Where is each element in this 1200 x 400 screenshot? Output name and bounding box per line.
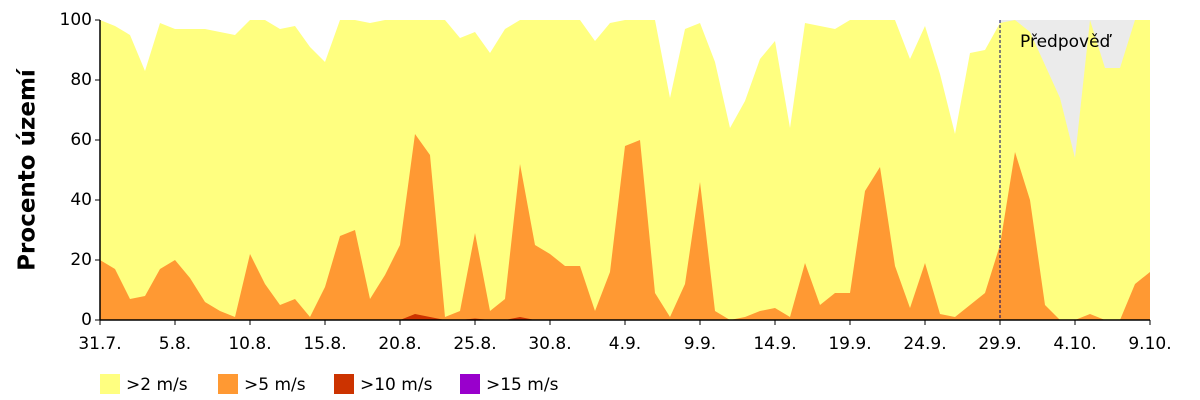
y-tick-label: 20: [70, 250, 92, 270]
legend-label: >15 m/s: [486, 375, 559, 395]
x-tick-label: 24.9.: [903, 334, 946, 354]
legend-label: >10 m/s: [360, 375, 433, 395]
x-tick-label: 4.9.: [609, 334, 641, 354]
x-tick-label: 20.8.: [378, 334, 421, 354]
legend-swatch: [218, 374, 238, 394]
y-tick-label: 40: [70, 190, 92, 210]
legend-label: >2 m/s: [126, 375, 188, 395]
annotation: Předpověď: [1020, 32, 1113, 52]
y-axis-label: Procento území: [15, 68, 41, 271]
x-tick-label: 10.8.: [228, 334, 271, 354]
x-tick-label: 5.8.: [159, 334, 191, 354]
y-tick-label: 100: [60, 10, 92, 30]
x-tick-label: 4.10.: [1053, 334, 1096, 354]
x-tick-label: 9.9.: [684, 334, 716, 354]
legend-swatch: [460, 374, 480, 394]
x-tick-label: 29.9.: [978, 334, 1021, 354]
x-tick-label: 15.8.: [303, 334, 346, 354]
x-tick-label: 25.8.: [453, 334, 496, 354]
x-tick-label: 14.9.: [753, 334, 796, 354]
x-tick-label: 19.9.: [828, 334, 871, 354]
y-tick-label: 60: [70, 130, 92, 150]
y-tick-label: 0: [81, 310, 92, 330]
x-tick-label: 30.8.: [528, 334, 571, 354]
legend-label: >5 m/s: [244, 375, 306, 395]
y-tick-label: 80: [70, 70, 92, 90]
legend-swatch: [100, 374, 120, 394]
legend-swatch: [334, 374, 354, 394]
x-tick-label: 31.7.: [78, 334, 121, 354]
area: [100, 134, 1150, 320]
x-tick-label: 9.10.: [1128, 334, 1171, 354]
